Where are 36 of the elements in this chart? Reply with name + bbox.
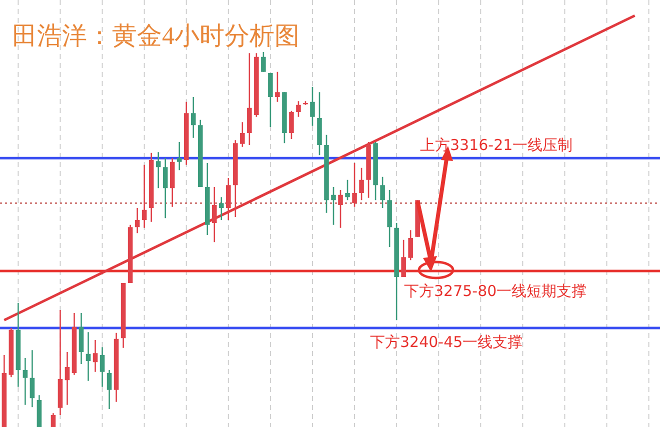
candlestick [142, 164, 147, 229]
candlestick [64, 351, 70, 406]
candlestick [100, 346, 105, 388]
candlestick [162, 157, 168, 219]
legend-label: 下方3275-80一线短期支撑 [404, 282, 587, 300]
chart-title: 田浩洋：黄金4小时分析图 [12, 23, 300, 50]
candlestick [268, 72, 273, 128]
candlestick [106, 369, 112, 410]
candlestick [296, 100, 301, 118]
candlestick [352, 162, 357, 208]
candlestick [190, 96, 196, 139]
candlestick [226, 177, 231, 221]
candlestick [219, 196, 224, 221]
candlestick [50, 412, 56, 427]
candlestick [261, 51, 266, 73]
candlestick [92, 339, 98, 373]
candlestick [289, 110, 294, 140]
candlestick [86, 331, 91, 382]
candlestick [22, 357, 28, 406]
ref-line-label: 下方3240-45一线支撑 [370, 333, 523, 351]
candlestick [408, 229, 413, 261]
candlestick [331, 186, 336, 226]
candlestick [310, 86, 315, 127]
ref-line-label: 上方3316-21一线压制 [420, 136, 573, 154]
candlestick [338, 189, 343, 229]
candlestick [401, 239, 406, 278]
candlestick [345, 179, 350, 201]
candlestick [212, 186, 217, 243]
candlestick [359, 167, 364, 201]
candlestick [380, 176, 385, 209]
candlestick [134, 207, 140, 234]
candlestick [156, 151, 161, 189]
candlestick [176, 141, 182, 171]
candlestick [275, 71, 280, 103]
candlestick [30, 349, 35, 408]
candlestick [240, 121, 245, 148]
